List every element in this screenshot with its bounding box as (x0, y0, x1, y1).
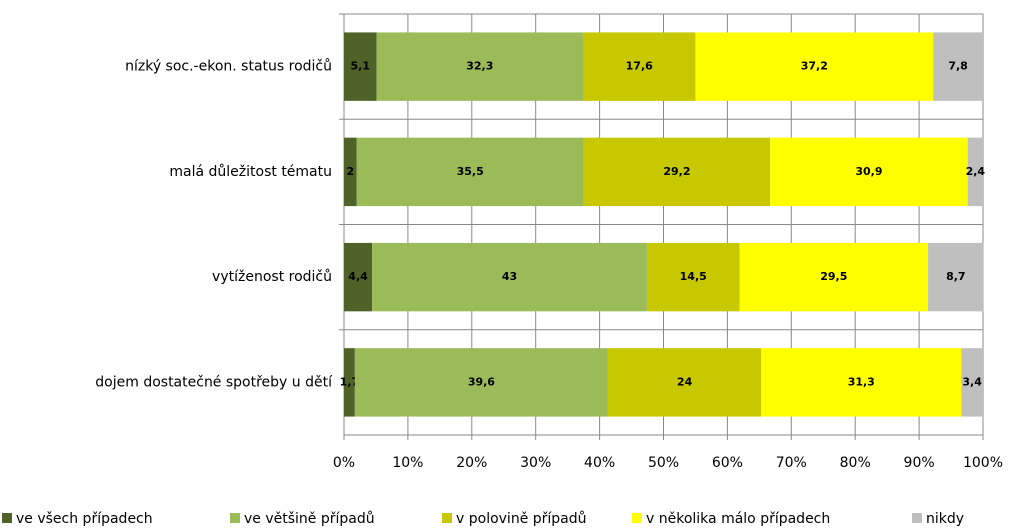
data-label: 5,1 (351, 60, 371, 73)
bar-segment (695, 32, 934, 101)
x-tick-label: 70% (776, 455, 807, 471)
legend-swatch (442, 513, 452, 523)
bar-segment (372, 242, 647, 312)
data-label: 17,6 (626, 60, 653, 73)
data-label: 39,6 (468, 375, 495, 388)
legend-swatch (632, 513, 642, 523)
legend-label: ve všech případech (16, 511, 153, 527)
bar-segment (356, 137, 584, 207)
x-tick-label: 40% (584, 455, 615, 471)
data-label: 4,4 (348, 270, 368, 283)
data-label: 7,8 (948, 60, 968, 73)
data-label: 24 (677, 375, 693, 388)
data-label: 2 (347, 165, 355, 178)
data-label: 32,3 (466, 60, 493, 73)
bar-segment (967, 137, 983, 207)
data-label: 35,5 (457, 165, 484, 178)
x-tick-label: 30% (520, 455, 551, 471)
x-tick-label: 0% (333, 455, 355, 471)
data-label: 31,3 (848, 375, 875, 388)
bar-segment (344, 242, 373, 312)
bar-segment (607, 348, 762, 417)
data-label: 2,4 (966, 165, 986, 178)
legend-swatch (912, 513, 922, 523)
bar-segment (761, 348, 962, 417)
y-tick-label: malá důležitost tématu (169, 164, 332, 180)
data-label: 30,9 (855, 165, 882, 178)
x-tick-label: 80% (840, 455, 871, 471)
data-label: 8,7 (946, 270, 966, 283)
data-label: 1,7 (340, 375, 360, 388)
legend-label: v několika málo případech (646, 511, 830, 527)
bar-segment (582, 32, 696, 101)
bar-segment (344, 137, 357, 207)
bar-segment (961, 348, 983, 417)
bar-segment (354, 348, 608, 417)
y-tick-label: vytíženost rodičů (212, 269, 332, 285)
x-tick-label: 100% (963, 455, 1003, 471)
x-tick-label: 10% (392, 455, 423, 471)
data-label: 43 (502, 270, 517, 283)
y-tick-label: dojem dostatečné spotřeby u dětí (95, 374, 333, 390)
bar-segment (933, 32, 983, 101)
bar-segment (928, 242, 984, 312)
bar-segment (344, 32, 377, 101)
legend-swatch (230, 513, 240, 523)
data-label: 29,5 (820, 270, 847, 283)
data-label: 37,2 (801, 60, 828, 73)
bar-segment (739, 242, 929, 312)
legend-label: v polovině případů (456, 511, 587, 527)
x-tick-label: 50% (648, 455, 679, 471)
data-label: 3,4 (962, 375, 982, 388)
x-tick-label: 60% (712, 455, 743, 471)
x-tick-label: 20% (456, 455, 487, 471)
legend-label: ve většině případů (244, 511, 375, 527)
x-tick-label: 90% (904, 455, 935, 471)
bar-segment (344, 348, 355, 417)
bar-segment (376, 32, 583, 101)
bar-segment (583, 137, 771, 207)
legend-swatch (2, 513, 12, 523)
data-label: 14,5 (680, 270, 707, 283)
bar-segment (770, 137, 968, 207)
y-tick-label: nízký soc.-ekon. status rodičů (125, 59, 332, 75)
legend-label: nikdy (926, 511, 964, 527)
bar-segment (646, 242, 740, 312)
data-label: 29,2 (663, 165, 690, 178)
